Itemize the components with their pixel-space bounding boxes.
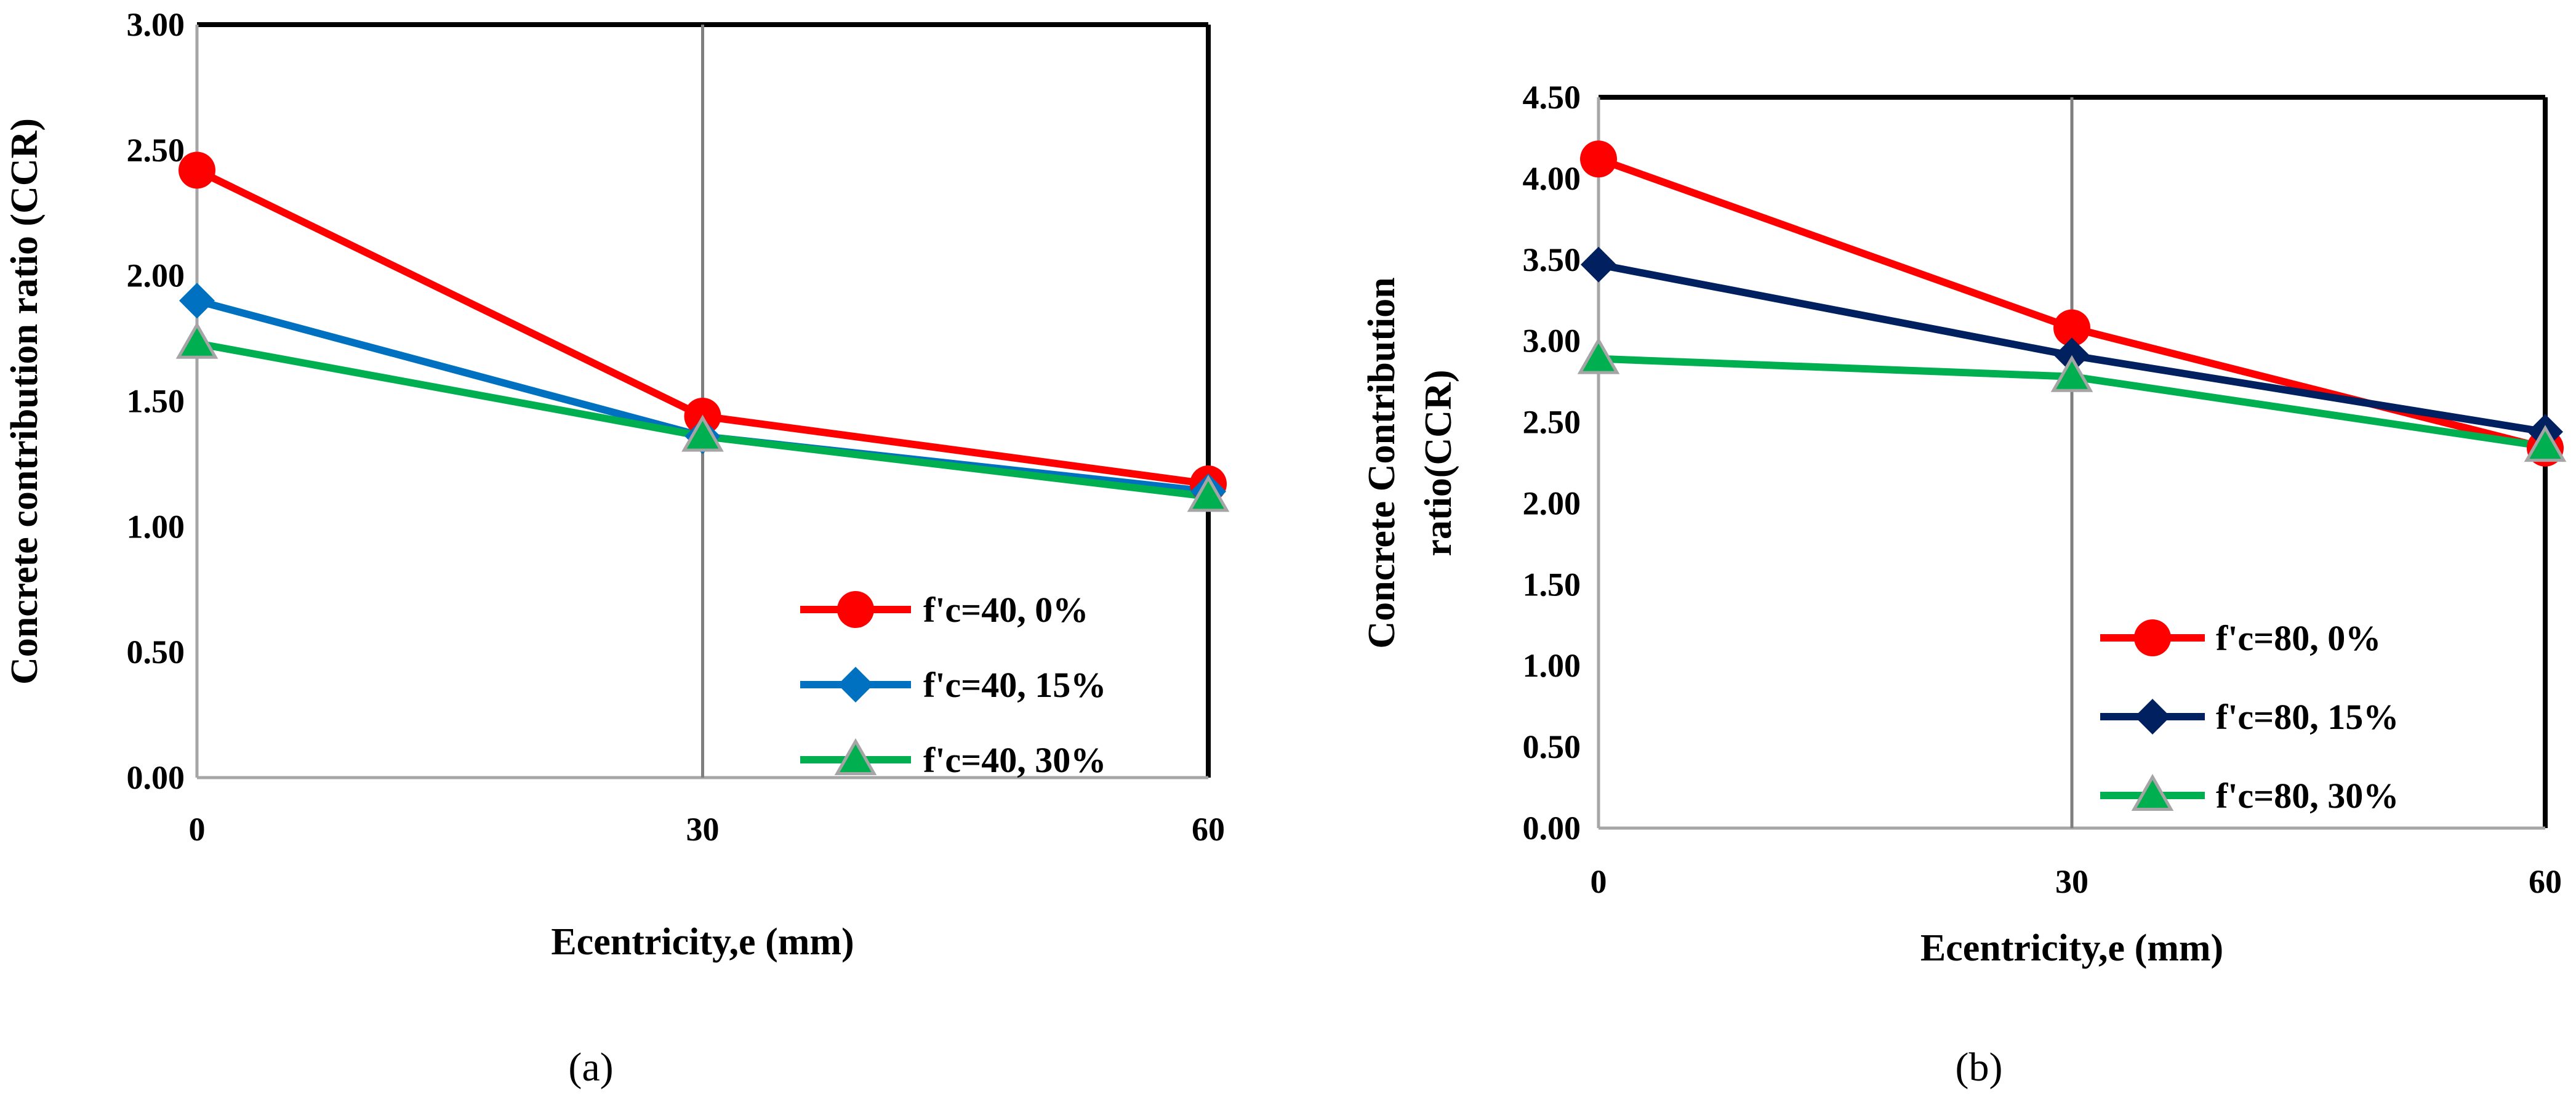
legend-marker [834,738,877,775]
y-tick-label: 2.50 [127,132,185,169]
y-tick-label: 2.00 [1523,485,1581,521]
y-tick-label: 0.00 [1523,810,1581,847]
y-axis-title: Concrete contribution ratio (CCR) [4,118,46,685]
y-tick-label: 0.50 [127,634,185,670]
x-tick-label: 0 [189,811,206,848]
y-axis-title: Concrete Contribution ratio(CCR) [1361,277,1459,648]
x-tick-label: 30 [2055,863,2088,900]
legend-label: f'c=40, 30% [923,740,1106,780]
x-tick-label: 0 [1591,863,1607,900]
data-point-marker [681,414,724,452]
legend-marker [2131,773,2174,811]
y-tick-label: 4.00 [1523,160,1581,197]
y-tick-label: 1.00 [127,508,185,545]
panel-caption: (b) [1956,1045,2003,1090]
y-tick-label: 1.50 [127,383,185,420]
data-point-marker [1581,246,1616,283]
legend: f'c=40, 0% f'c=40, 15% f'c=40, 30% [800,590,1106,780]
data-point-marker [1577,337,1620,374]
x-tick-label: 60 [1192,811,1225,848]
chart-panel-b: 0.00 0.50 1.00 1.50 2.00 2.50 3.00 3.50 4.00 4.50… [1361,79,2567,1090]
y-tick-label: 2.50 [1523,404,1581,441]
y-tick-label: 3.50 [1523,241,1581,278]
data-point-marker [1187,475,1230,512]
legend-marker [838,667,873,702]
panel-caption: (a) [568,1045,613,1090]
y-tick-label: 2.00 [127,257,185,294]
legend-marker [2134,619,2171,656]
legend-marker [2135,699,2170,735]
y-tick-label: 1.00 [1523,647,1581,684]
legend-label: f'c=80, 30% [2216,776,2399,816]
y-axis-title-line: Concrete Contribution [1361,277,1403,648]
y-tick-label: 1.50 [1523,566,1581,603]
y-tick-label: 4.50 [1523,79,1581,116]
x-tick-label: 60 [2529,863,2562,900]
legend-label: f'c=40, 15% [923,665,1106,705]
data-point-marker [179,283,215,319]
data-point-marker [2053,309,2090,347]
y-tick-label: 3.00 [127,6,185,43]
data-point-marker [1580,140,1617,178]
legend-label: f'c=40, 0% [923,590,1088,630]
y-tick-label: 0.00 [127,759,185,796]
chart-panel-a: 0.00 0.50 1.00 1.50 2.00 2.50 3.00 0 30 60 Ecentri… [4,6,1230,1090]
data-point-marker [2524,425,2567,462]
legend-marker [837,591,874,628]
y-tick-label: 0.50 [1523,728,1581,765]
y-axis-title-line: ratio(CCR) [1418,369,1459,556]
y-tick-label: 3.00 [1523,323,1581,360]
legend-label: f'c=80, 15% [2216,697,2399,737]
x-axis-title: Ecentricity,e (mm) [1920,927,2223,969]
data-point-marker [179,151,215,189]
x-tick-label: 30 [686,811,720,848]
legend-label: f'c=80, 0% [2216,618,2381,658]
data-point-marker [175,321,219,359]
legend: f'c=80, 0% f'c=80, 15% f'c=80, 30% [2100,618,2399,816]
data-point-marker [2050,355,2093,392]
x-axis-title: Ecentricity,e (mm) [551,921,854,963]
